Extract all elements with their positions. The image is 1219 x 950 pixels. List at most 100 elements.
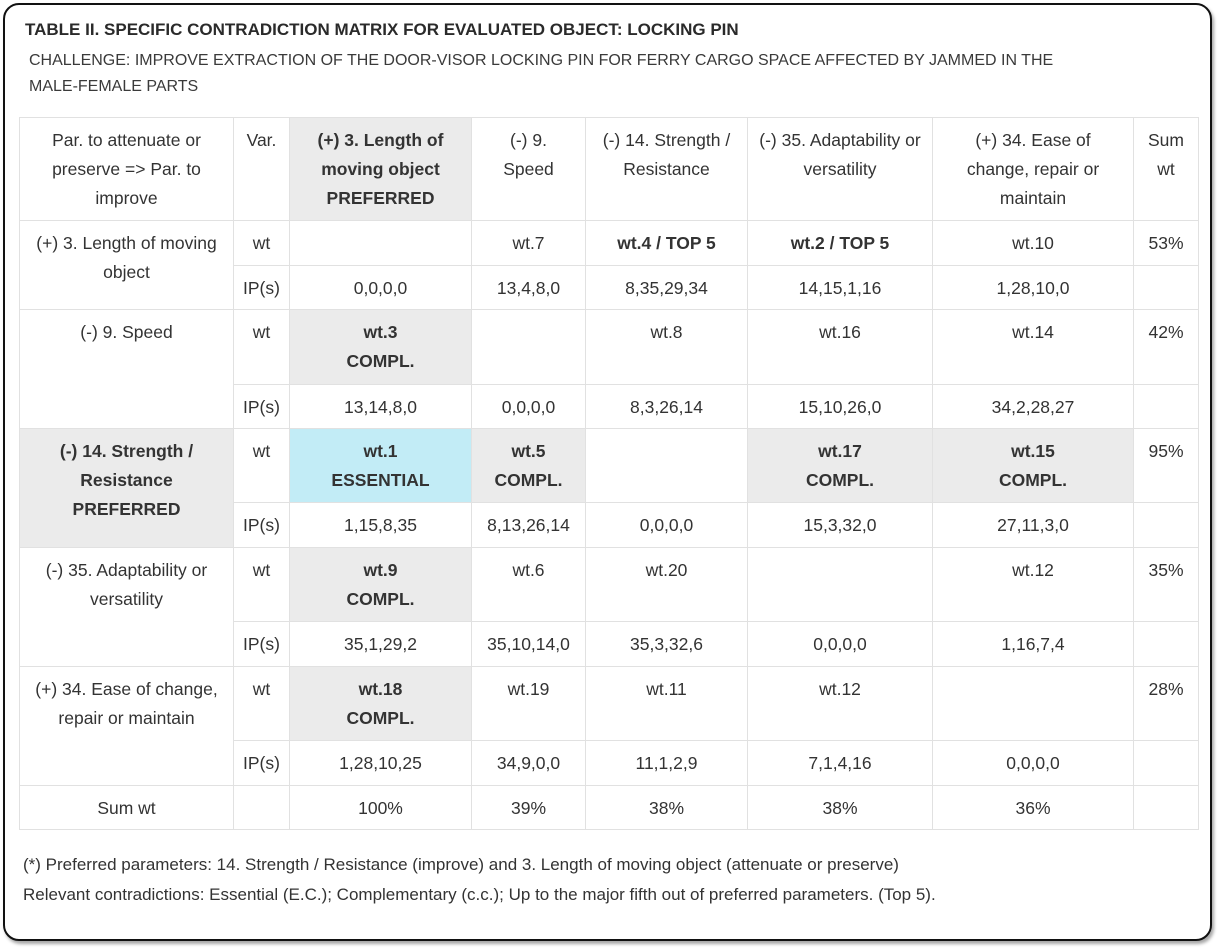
cell-ip: 13,4,8,0 bbox=[471, 265, 586, 310]
cell-wt: wt.11 bbox=[585, 666, 748, 741]
cell-wt: wt.16 bbox=[747, 309, 933, 385]
cell-wt bbox=[932, 666, 1134, 741]
header-sum-wt: Sum wt bbox=[1133, 117, 1199, 221]
table-row: (-) 35. Adaptability or versatility wt w… bbox=[19, 547, 1199, 667]
cell-wt: wt.14 bbox=[932, 309, 1134, 385]
cell-ip: 34,9,0,0 bbox=[471, 740, 586, 786]
cell-ip: 15,10,26,0 bbox=[747, 384, 933, 429]
cell-wt: wt.17 COMPL. bbox=[747, 428, 933, 503]
row-sum-empty bbox=[1133, 265, 1199, 310]
table-row: (+) 3. Length of moving object wt wt.7 w… bbox=[19, 220, 1199, 310]
cell-wt-essential: wt.1 ESSENTIAL bbox=[289, 428, 472, 503]
row-label-adaptability: (-) 35. Adaptability or versatility bbox=[19, 547, 234, 667]
cell-ip: 0,0,0,0 bbox=[585, 502, 748, 548]
header-length-of-moving-object: (+) 3. Length of moving object PREFERRED bbox=[289, 117, 472, 221]
cell-ip: 0,0,0,0 bbox=[471, 384, 586, 429]
cell-ip: 0,0,0,0 bbox=[932, 740, 1134, 786]
cell-ip: 14,15,1,16 bbox=[747, 265, 933, 310]
var-ip: IP(s) bbox=[233, 502, 290, 548]
page-title: TABLE II. SPECIFIC CONTRADICTION MATRIX … bbox=[25, 20, 739, 39]
var-wt: wt bbox=[233, 220, 290, 266]
header-var: Var. bbox=[233, 117, 290, 221]
cell-wt: wt.15 COMPL. bbox=[932, 428, 1134, 503]
cell-ip: 1,28,10,0 bbox=[932, 265, 1134, 310]
cell-ip: 15,3,32,0 bbox=[747, 502, 933, 548]
cell-wt: wt.9 COMPL. bbox=[289, 547, 472, 622]
cell-wt: wt.4 / TOP 5 bbox=[585, 220, 748, 266]
note-relevant-contradictions: Relevant contradictions: Essential (E.C.… bbox=[23, 885, 936, 904]
header-row: Par. to attenuate or preserve => Par. to… bbox=[19, 117, 1199, 221]
var-wt: wt bbox=[233, 309, 290, 385]
row-sum: 42% bbox=[1133, 309, 1199, 385]
header-strength-resistance: (-) 14. Strength / Resistance bbox=[585, 117, 748, 221]
row-sum-empty bbox=[1133, 384, 1199, 429]
row-label-length: (+) 3. Length of moving object bbox=[19, 220, 234, 310]
sum-cell: 100% bbox=[289, 785, 472, 830]
cell-wt: wt.10 bbox=[932, 220, 1134, 266]
cell-ip: 7,1,4,16 bbox=[747, 740, 933, 786]
var-ip: IP(s) bbox=[233, 384, 290, 429]
sum-cell: 38% bbox=[747, 785, 933, 830]
cell-wt: wt.2 / TOP 5 bbox=[747, 220, 933, 266]
var-wt: wt bbox=[233, 547, 290, 622]
sum-row-total-empty bbox=[1133, 785, 1199, 830]
sum-row-label: Sum wt bbox=[19, 785, 234, 830]
row-label-speed: (-) 9. Speed bbox=[19, 309, 234, 429]
header-ease-of-change: (+) 34. Ease of change, repair or mainta… bbox=[932, 117, 1134, 221]
table-row: IP(s) 13,14,8,0 0,0,0,0 8,3,26,14 15,10,… bbox=[20, 384, 1199, 429]
var-ip: IP(s) bbox=[233, 740, 290, 786]
note-preferred-parameters: (*) Preferred parameters: 14. Strength /… bbox=[23, 855, 899, 874]
var-wt: wt bbox=[233, 666, 290, 741]
sum-row-var-empty bbox=[233, 785, 290, 830]
cell-ip: 8,3,26,14 bbox=[585, 384, 748, 429]
cell-ip: 13,14,8,0 bbox=[289, 384, 472, 429]
cell-wt: wt.19 bbox=[471, 666, 586, 741]
cell-wt: wt.12 bbox=[932, 547, 1134, 622]
cell-wt: wt.3 COMPL. bbox=[289, 309, 472, 385]
cell-wt: wt.20 bbox=[585, 547, 748, 622]
row-sum-empty bbox=[1133, 621, 1199, 667]
table-row: (-) 9. Speed wt wt.3 COMPL. wt.8 wt.16 w… bbox=[19, 309, 1199, 429]
table-row: IP(s) 1,28,10,25 34,9,0,0 11,1,2,9 7,1,4… bbox=[20, 740, 1199, 786]
header-corner: Par. to attenuate or preserve => Par. to… bbox=[19, 117, 234, 221]
table-row: (-) 14. Strength / Resistance PREFERRED … bbox=[19, 428, 1199, 548]
challenge-subtitle: CHALLENGE: IMPROVE EXTRACTION OF THE DOO… bbox=[29, 52, 1054, 95]
sum-cell: 36% bbox=[932, 785, 1134, 830]
cell-wt: wt.7 bbox=[471, 220, 586, 266]
cell-ip: 8,13,26,14 bbox=[471, 502, 586, 548]
contradiction-matrix: Par. to attenuate or preserve => Par. to… bbox=[19, 117, 1199, 830]
table-row: IP(s) 35,1,29,2 35,10,14,0 35,3,32,6 0,0… bbox=[20, 621, 1199, 667]
row-sum: 35% bbox=[1133, 547, 1199, 622]
cell-ip: 0,0,0,0 bbox=[289, 265, 472, 310]
cell-ip: 35,1,29,2 bbox=[289, 621, 472, 667]
header-adaptability: (-) 35. Adaptability or versatility bbox=[747, 117, 933, 221]
row-sum-empty bbox=[1133, 740, 1199, 786]
cell-ip: 1,16,7,4 bbox=[932, 621, 1134, 667]
table-row: IP(s) 1,15,8,35 8,13,26,14 0,0,0,0 15,3,… bbox=[20, 502, 1199, 548]
sum-cell: 38% bbox=[585, 785, 748, 830]
cell-ip: 11,1,2,9 bbox=[585, 740, 748, 786]
row-label-ease-of-change: (+) 34. Ease of change, repair or mainta… bbox=[19, 666, 234, 786]
header-speed: (-) 9. Speed bbox=[471, 117, 586, 221]
cell-wt bbox=[471, 309, 586, 385]
cell-wt bbox=[289, 220, 472, 266]
cell-wt: wt.18 COMPL. bbox=[289, 666, 472, 741]
table-row: (+) 34. Ease of change, repair or mainta… bbox=[19, 666, 1199, 786]
row-sum: 28% bbox=[1133, 666, 1199, 741]
var-ip: IP(s) bbox=[233, 265, 290, 310]
cell-wt: wt.8 bbox=[585, 309, 748, 385]
cell-wt: wt.12 bbox=[747, 666, 933, 741]
row-label-strength-resistance: (-) 14. Strength / Resistance PREFERRED bbox=[19, 428, 234, 548]
row-sum: 53% bbox=[1133, 220, 1199, 266]
cell-ip: 1,15,8,35 bbox=[289, 502, 472, 548]
row-sum-empty bbox=[1133, 502, 1199, 548]
table-notes: (*) Preferred parameters: 14. Strength /… bbox=[23, 850, 936, 910]
row-sum: 95% bbox=[1133, 428, 1199, 503]
cell-ip: 27,11,3,0 bbox=[932, 502, 1134, 548]
cell-ip: 8,35,29,34 bbox=[585, 265, 748, 310]
cell-ip: 35,3,32,6 bbox=[585, 621, 748, 667]
cell-wt: wt.6 bbox=[471, 547, 586, 622]
cell-wt bbox=[585, 428, 748, 503]
sum-cell: 39% bbox=[471, 785, 586, 830]
sum-row: Sum wt 100% 39% 38% 38% 36% bbox=[19, 785, 1199, 830]
